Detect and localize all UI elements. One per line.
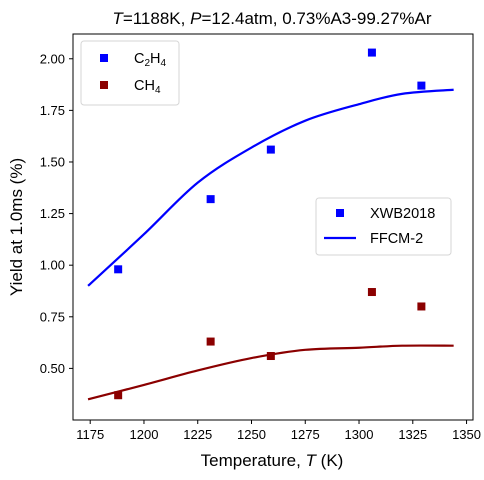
- data-point-ch4: [266, 352, 275, 361]
- axes-frame: [72, 33, 474, 421]
- data-point-ch4: [114, 391, 123, 400]
- title-t-value: =1188K,: [123, 9, 190, 28]
- x-tick-label: 1250: [237, 427, 266, 442]
- title-p-symbol: P: [190, 9, 202, 28]
- chart-title: T=1188K, P=12.4atm, 0.73%A3-99.27%Ar: [112, 9, 431, 28]
- title-p-value: =12.4atm, 0.73%A3-99.27%Ar: [201, 9, 431, 28]
- x-tick-label: 1275: [291, 427, 320, 442]
- x-axis-label-unit: (K): [316, 451, 343, 470]
- y-tick-label: 1.00: [40, 258, 65, 273]
- x-tick-label: 1350: [452, 427, 481, 442]
- source-legend-box: [315, 197, 452, 256]
- x-tick-label: 1325: [398, 427, 427, 442]
- y-tick-label: 1.75: [40, 103, 65, 118]
- data-point-ch4: [206, 337, 215, 346]
- data-point-c2h4: [367, 48, 376, 57]
- legend-ch4-marker: [100, 81, 108, 89]
- x-axis-label-text: Temperature,: [201, 451, 306, 470]
- legend-c2h4-marker: [100, 54, 108, 62]
- model-curve-c2h4: [87, 88, 454, 287]
- species-legend-box: [80, 40, 180, 106]
- x-tick-label: 1300: [345, 427, 374, 442]
- legend-ffcm2-label: FFCM-2: [370, 231, 423, 247]
- x-axis-label-symbol: T: [306, 451, 318, 470]
- y-tick-label: 2.00: [40, 51, 65, 66]
- data-point-c2h4: [417, 81, 426, 90]
- x-tick-label: 1200: [130, 427, 159, 442]
- y-tick-label: 1.25: [40, 206, 65, 221]
- data-point-ch4: [367, 288, 376, 297]
- y-tick-label: 0.75: [40, 309, 65, 324]
- legend-c2h4-label: C2H4: [134, 51, 167, 69]
- y-tick-label: 1.50: [40, 154, 65, 169]
- x-tick-label: 1175: [76, 427, 104, 442]
- legend-xwb2018-marker: [336, 209, 344, 217]
- legend-ch4-label: CH4: [134, 78, 161, 96]
- data-point-ch4: [417, 302, 426, 311]
- title-t-symbol: T: [112, 9, 124, 28]
- x-axis-label: Temperature, T (K): [201, 451, 344, 470]
- model-curve-ch4: [87, 344, 454, 401]
- x-tick-label: 1225: [183, 427, 212, 442]
- y-tick-label: 0.50: [40, 361, 65, 376]
- legend-xwb2018-label: XWB2018: [370, 206, 435, 222]
- data-point-c2h4: [114, 265, 123, 274]
- y-axis-label: Yield at 1.0ms (%): [7, 158, 26, 296]
- data-point-c2h4: [266, 145, 275, 154]
- source-legend: XWB2018 FFCM-2: [315, 197, 452, 256]
- data-point-c2h4: [206, 195, 215, 204]
- plot-area: [87, 48, 454, 401]
- species-legend: C2H4 CH4: [80, 40, 180, 106]
